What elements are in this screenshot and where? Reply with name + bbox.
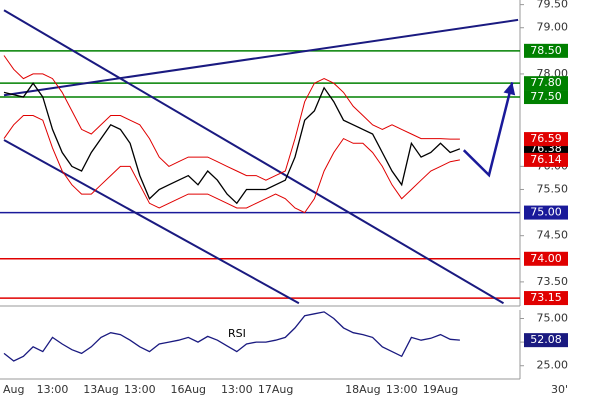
y-tick-label: 73.50 — [537, 275, 569, 288]
x-tick-label: 13:00 — [37, 383, 69, 396]
level-box — [524, 76, 568, 91]
level-label: 74.00 — [530, 252, 562, 265]
level-box — [524, 291, 568, 306]
level-label: 75.00 — [530, 206, 562, 219]
y-tick-label: 74.50 — [537, 229, 569, 242]
level-label: 77.50 — [530, 90, 562, 103]
level-box — [524, 43, 568, 58]
trendline — [3, 139, 300, 305]
value-box-label: 76.59 — [530, 132, 562, 145]
level-box — [524, 90, 568, 105]
y-tick-label: 79.50 — [537, 0, 569, 11]
series-line — [3, 82, 461, 205]
level-box — [524, 205, 568, 220]
value-box — [524, 333, 568, 348]
y-tick-label: 25.00 — [537, 359, 569, 372]
value-box-label: 76.14 — [530, 153, 562, 166]
series-line — [3, 55, 460, 181]
x-tick-label: 13:00 — [124, 383, 156, 396]
series-line — [3, 311, 460, 362]
x-tick-label: 13:00 — [221, 383, 253, 396]
y-tick-label: 79.00 — [537, 21, 569, 34]
x-tick-label: Aug — [3, 383, 24, 396]
level-label: 78.50 — [530, 44, 562, 57]
value-box-label: 52.08 — [530, 333, 562, 346]
x-tick-label: 19Aug — [423, 383, 458, 396]
value-box — [524, 132, 568, 147]
x-tick-label: 16Aug — [171, 383, 206, 396]
forecast-line — [462, 81, 514, 178]
series-line — [3, 115, 460, 214]
level-box — [524, 251, 568, 266]
value-box — [524, 152, 568, 167]
trendline — [3, 9, 505, 305]
level-label: 77.80 — [530, 76, 562, 89]
x-tick-label: 17Aug — [258, 383, 293, 396]
level-label: 73.15 — [530, 291, 562, 304]
y-tick-label: 75.50 — [537, 182, 569, 195]
x-tick-label: 13:00 — [386, 383, 418, 396]
forecast-arrowhead — [503, 82, 516, 96]
y-tick-label: 75.00 — [537, 312, 569, 325]
trendline — [3, 18, 519, 97]
x-tick-label: 18Aug — [345, 383, 380, 396]
panel-title: RSI — [228, 327, 246, 340]
timeframe-label: 30' — [551, 383, 568, 396]
x-tick-label: 13Aug — [83, 383, 118, 396]
